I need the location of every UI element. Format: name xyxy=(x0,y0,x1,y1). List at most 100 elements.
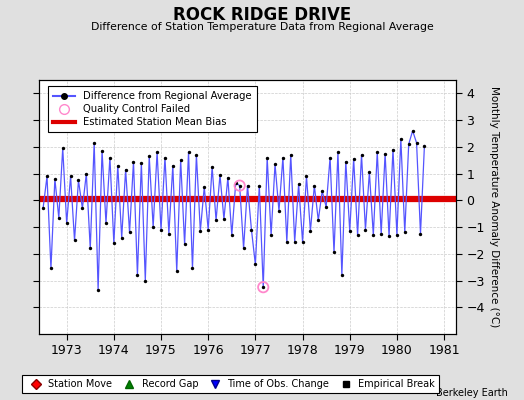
Point xyxy=(188,265,196,272)
Point xyxy=(165,230,173,237)
Point xyxy=(385,233,393,240)
Point xyxy=(125,229,134,236)
Point xyxy=(133,272,141,278)
Point xyxy=(306,228,314,234)
Point xyxy=(110,240,118,246)
Point xyxy=(212,217,220,224)
Point xyxy=(287,152,295,158)
Point xyxy=(350,156,358,162)
Point xyxy=(294,181,303,188)
Point xyxy=(279,154,287,161)
Point xyxy=(334,149,342,155)
Point xyxy=(208,164,216,170)
Point xyxy=(224,174,232,181)
Point xyxy=(59,145,67,151)
Point xyxy=(94,287,102,293)
Point xyxy=(90,140,99,146)
Point xyxy=(70,237,79,244)
Point xyxy=(169,162,177,169)
Point xyxy=(54,214,63,221)
Point xyxy=(114,162,122,169)
Point xyxy=(365,169,374,176)
Point xyxy=(153,149,161,155)
Point xyxy=(239,245,248,252)
Point xyxy=(400,229,409,236)
Point xyxy=(373,149,381,155)
Point xyxy=(405,141,413,147)
Point xyxy=(184,149,193,155)
Point xyxy=(122,166,130,173)
Point xyxy=(389,146,397,153)
Text: ROCK RIDGE DRIVE: ROCK RIDGE DRIVE xyxy=(173,6,351,24)
Point xyxy=(259,284,267,290)
Point xyxy=(216,172,224,178)
Point xyxy=(232,180,240,186)
Point xyxy=(47,265,55,272)
Point xyxy=(157,226,165,233)
Point xyxy=(326,154,334,161)
Point xyxy=(263,154,271,161)
Point xyxy=(62,220,71,226)
Point xyxy=(117,234,126,241)
Text: Difference of Station Temperature Data from Regional Average: Difference of Station Temperature Data f… xyxy=(91,22,433,32)
Point xyxy=(381,150,389,157)
Point xyxy=(86,245,94,252)
Y-axis label: Monthly Temperature Anomaly Difference (°C): Monthly Temperature Anomaly Difference (… xyxy=(489,86,499,328)
Point xyxy=(235,182,244,189)
Point xyxy=(161,154,169,161)
Point xyxy=(397,136,405,142)
Point xyxy=(172,268,181,274)
Point xyxy=(251,261,259,268)
Point xyxy=(412,140,421,146)
Point xyxy=(51,176,59,182)
Point xyxy=(310,182,319,189)
Point xyxy=(408,128,417,134)
Point xyxy=(192,152,201,158)
Point xyxy=(129,158,138,165)
Point xyxy=(196,228,204,234)
Point xyxy=(357,152,366,158)
Point xyxy=(318,188,326,194)
Point xyxy=(235,182,244,189)
Text: Berkeley Earth: Berkeley Earth xyxy=(436,388,508,398)
Point xyxy=(259,284,267,290)
Point xyxy=(82,170,91,177)
Point xyxy=(74,177,83,184)
Point xyxy=(200,184,209,190)
Point xyxy=(369,232,377,238)
Point xyxy=(141,277,149,284)
Point xyxy=(377,230,385,237)
Point xyxy=(302,173,311,180)
Legend: Difference from Regional Average, Quality Control Failed, Estimated Station Mean: Difference from Regional Average, Qualit… xyxy=(48,86,257,132)
Point xyxy=(39,205,47,212)
Legend: Station Move, Record Gap, Time of Obs. Change, Empirical Break: Station Move, Record Gap, Time of Obs. C… xyxy=(22,375,439,393)
Point xyxy=(275,208,283,214)
Point xyxy=(290,238,299,245)
Point xyxy=(416,230,424,237)
Point xyxy=(314,217,322,224)
Point xyxy=(106,154,114,161)
Point xyxy=(102,220,110,226)
Point xyxy=(145,153,154,160)
Point xyxy=(149,224,157,230)
Point xyxy=(220,216,228,222)
Point xyxy=(98,148,106,154)
Point xyxy=(180,241,189,248)
Point xyxy=(345,228,354,234)
Point xyxy=(78,205,86,212)
Point xyxy=(243,182,252,189)
Point xyxy=(267,232,275,238)
Point xyxy=(137,160,146,166)
Point xyxy=(298,238,307,245)
Point xyxy=(337,272,346,278)
Point xyxy=(282,238,291,245)
Point xyxy=(420,142,429,149)
Point xyxy=(271,161,279,168)
Point xyxy=(43,173,51,180)
Point xyxy=(361,226,369,233)
Point xyxy=(204,226,212,233)
Point xyxy=(342,158,350,165)
Point xyxy=(353,232,362,238)
Point xyxy=(392,232,401,238)
Point xyxy=(330,249,338,256)
